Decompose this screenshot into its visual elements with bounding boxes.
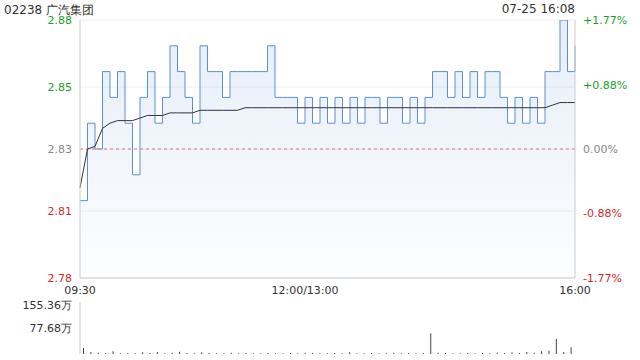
svg-text:+1.77%: +1.77%	[583, 14, 627, 27]
svg-text:2.83: 2.83	[48, 143, 73, 156]
html-text:02238 广汽集团: 02238 广汽集团	[4, 3, 94, 17]
svg-text:155.36万: 155.36万	[23, 299, 73, 312]
svg-text:16:00: 16:00	[559, 284, 591, 297]
svg-text:2.85: 2.85	[48, 81, 73, 94]
svg-text:0.00%: 0.00%	[583, 143, 618, 156]
svg-text:2.78: 2.78	[48, 272, 73, 285]
svg-text:2.81: 2.81	[48, 205, 73, 218]
html-text:07-25 16:08: 07-25 16:08	[501, 2, 575, 16]
svg-text:-1.77%: -1.77%	[583, 272, 622, 285]
svg-text:2.88: 2.88	[48, 14, 73, 27]
svg-text:09:30: 09:30	[64, 284, 96, 297]
svg-text:+0.88%: +0.88%	[583, 79, 627, 92]
svg-text:12:00/13:00: 12:00/13:00	[271, 284, 338, 297]
svg-text:-0.88%: -0.88%	[583, 207, 622, 220]
svg-text:77.68万: 77.68万	[30, 322, 73, 335]
